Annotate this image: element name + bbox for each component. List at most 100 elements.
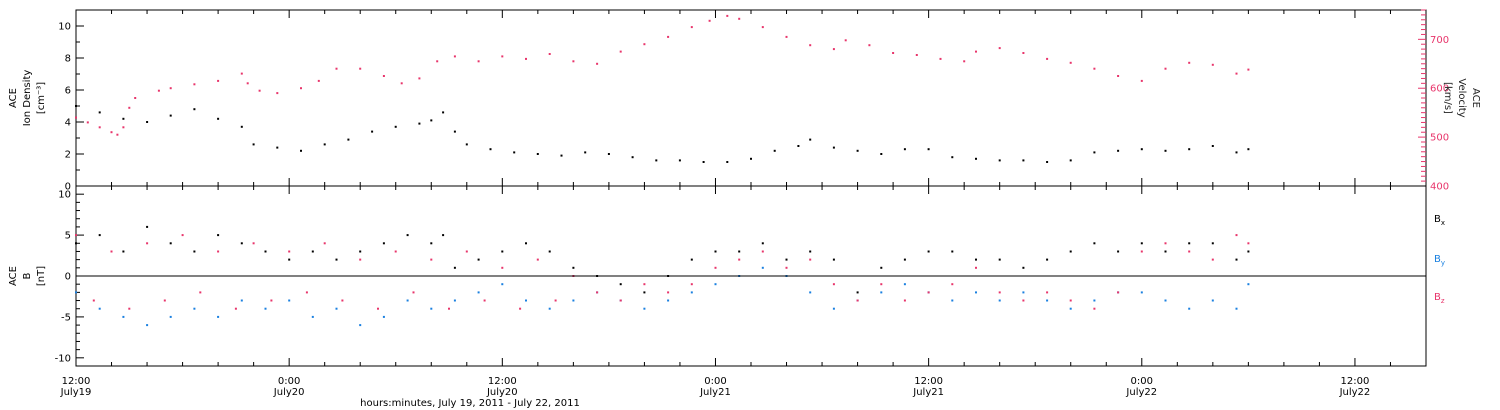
bx-point (572, 266, 575, 269)
top-left-tick-label: 4 (65, 118, 71, 129)
velocity-point (128, 106, 131, 109)
density-point (536, 153, 539, 155)
velocity-point (1093, 67, 1096, 70)
bz-point (483, 299, 486, 302)
legend-entry-subscript: y (1441, 259, 1445, 267)
velocity-point (548, 53, 551, 55)
bz-point (1140, 250, 1143, 253)
by-point (430, 307, 433, 310)
x-tick-time-label: 12:00 (1341, 376, 1370, 387)
by-point (453, 299, 456, 302)
top-right-axis-label-line-2: Velocity (1456, 78, 1467, 117)
velocity-point (738, 17, 741, 20)
velocity-point (868, 44, 871, 47)
bottom-left-tick-label: 10 (58, 190, 71, 201)
by-point (75, 291, 77, 294)
bottom-left-tick-label: -10 (55, 353, 71, 364)
bz-point (501, 266, 504, 269)
bz-point (1247, 242, 1250, 245)
bottom-left-tick-label: -5 (61, 312, 71, 323)
top-left-tick-label: 2 (65, 150, 71, 161)
bx-point (1093, 242, 1096, 245)
density-point (607, 153, 610, 155)
by-point (382, 315, 385, 318)
bz-point (75, 234, 77, 237)
bz-point (252, 242, 255, 245)
density-point (371, 130, 374, 133)
bx-point (217, 234, 220, 237)
top-right-axis-label-line-1: ACE (1470, 88, 1481, 108)
bx-point (951, 250, 954, 253)
series-velocity (75, 14, 1250, 136)
bx-point (1140, 242, 1143, 245)
top-left-tick-label: 10 (58, 22, 71, 33)
velocity-point (1046, 57, 1049, 60)
by-point (1140, 291, 1143, 294)
by-point (1247, 283, 1250, 286)
density-point (832, 146, 835, 149)
velocity-point (436, 60, 439, 63)
x-tick-date-label: July19 (60, 387, 92, 398)
by-point (217, 315, 220, 318)
bz-point (1235, 234, 1238, 237)
density-point (1235, 151, 1238, 154)
by-point (1211, 299, 1214, 302)
x-tick-date-label: July22 (1125, 387, 1157, 398)
density-point (678, 159, 681, 162)
bz-point (305, 291, 308, 294)
bx-point (453, 266, 456, 269)
velocity-point (400, 82, 403, 85)
velocity-point (1188, 61, 1191, 64)
bx-point (998, 258, 1001, 261)
bz-point (412, 291, 415, 294)
bz-point (856, 299, 859, 302)
velocity-point (335, 67, 338, 70)
bz-point (270, 299, 273, 302)
velocity-point (596, 62, 599, 65)
density-point (726, 161, 729, 163)
velocity-point (246, 82, 249, 85)
by-point (1069, 307, 1072, 310)
density-point (276, 146, 279, 149)
top-left-axis-label-line-1: ACE (8, 88, 19, 108)
by-point (1164, 299, 1167, 302)
velocity-point (939, 57, 942, 60)
bx-point (785, 258, 788, 261)
bz-point (341, 299, 344, 302)
bz-point (1211, 258, 1214, 261)
bx-point (75, 242, 77, 245)
bz-point (1046, 291, 1049, 294)
velocity-point (726, 14, 729, 17)
density-point (655, 159, 658, 162)
density-point (856, 149, 859, 152)
bottom-left-axis-label-line-1: ACE (8, 266, 19, 286)
by-point (335, 307, 338, 310)
bx-point (927, 250, 930, 253)
bz-point (110, 250, 113, 253)
bottom-left-axis-label-line-3: [nT] (36, 266, 47, 286)
bx-point (264, 250, 267, 253)
x-tick-date-label: July21 (699, 387, 731, 398)
by-point (572, 299, 575, 302)
velocity-point (667, 35, 670, 38)
bx-point (832, 258, 835, 261)
density-point (797, 145, 800, 147)
bz-point (998, 291, 1001, 294)
bz-point (1069, 299, 1072, 302)
bz-point (536, 258, 539, 261)
by-point (1093, 299, 1096, 302)
bx-point (809, 250, 812, 253)
bz-point (738, 258, 741, 261)
bx-point (1164, 250, 1167, 253)
x-tick-date-label: July20 (486, 387, 518, 398)
top-left-axis-label-line-2: Ion Density (22, 70, 33, 127)
by-point (477, 291, 480, 294)
bz-point (975, 266, 977, 269)
x-tick-time-label: 0:00 (704, 376, 726, 387)
series-bz (75, 234, 1250, 310)
density-point (903, 148, 906, 151)
bz-point (596, 291, 599, 294)
bz-point (519, 307, 522, 310)
bz-point (880, 283, 883, 286)
bz-point (714, 266, 717, 269)
